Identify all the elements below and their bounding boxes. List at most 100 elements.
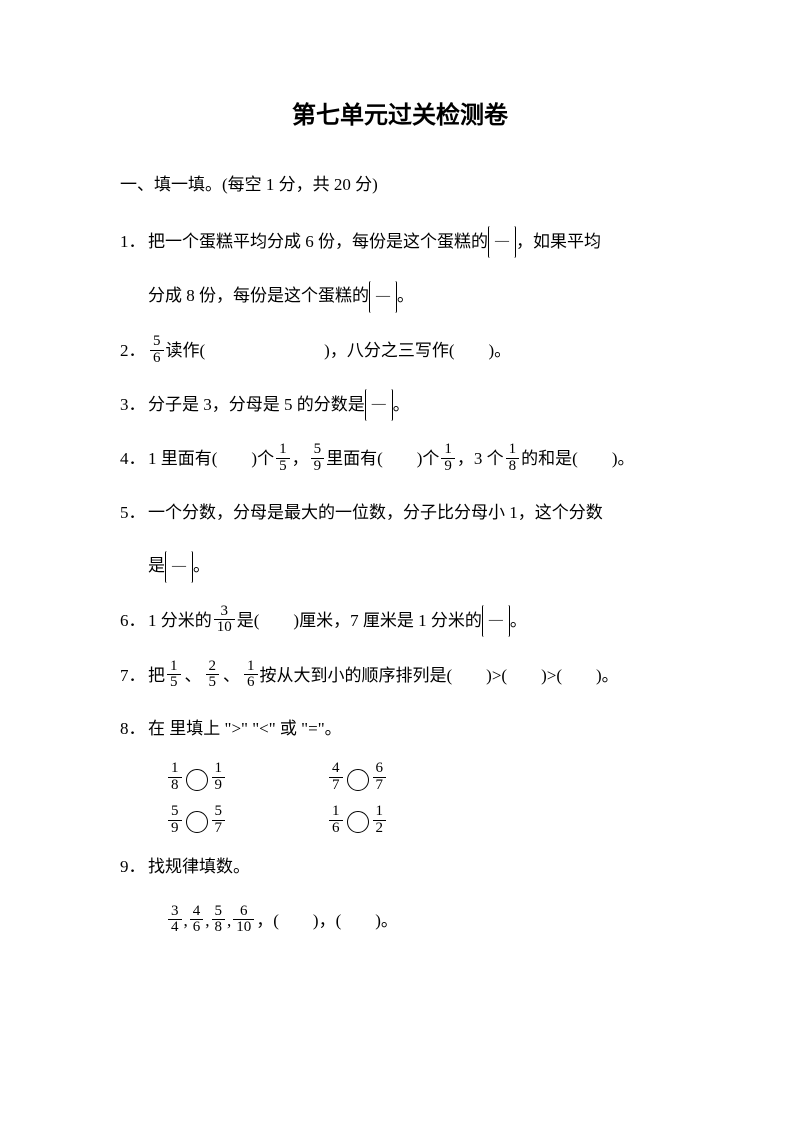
comparison-row-2: 5957 1612 xyxy=(166,806,680,839)
question-number: 5． xyxy=(120,494,148,531)
fraction: 18 xyxy=(168,761,182,794)
question-body: 1 里面有( )个15，59里面有( )个19，3 个18的和是( )。 xyxy=(148,440,680,477)
fraction: 67 xyxy=(373,761,387,794)
fraction: 56 xyxy=(150,334,164,367)
question-number: 7． xyxy=(120,657,148,694)
numerator: 1 xyxy=(506,442,520,459)
question-number: 1． xyxy=(120,223,148,262)
question-body: 把15、25、16按从大到小的顺序排列是( )>( )>( )。 xyxy=(148,657,680,694)
question-7: 7． 把15、25、16按从大到小的顺序排列是( )>( )>( )。 xyxy=(120,657,680,694)
denominator: 10 xyxy=(214,620,235,636)
fraction: 58 xyxy=(212,904,226,937)
fraction: 610 xyxy=(233,904,254,937)
numerator: 6 xyxy=(373,761,387,778)
question-number: 8． xyxy=(120,710,148,747)
fraction: 16 xyxy=(329,804,343,837)
question-9: 9． 找规律填数。 xyxy=(120,848,680,885)
circle-blank xyxy=(186,769,208,791)
fraction-blank xyxy=(365,385,393,422)
text: 1 分米的 xyxy=(148,611,212,630)
denominator: 6 xyxy=(190,920,204,936)
fraction: 25 xyxy=(206,659,220,692)
text: 分成 8 份，每份是这个蛋糕的 xyxy=(148,286,369,305)
text: 的和是( )。 xyxy=(521,449,634,468)
numerator: 1 xyxy=(276,442,290,459)
numerator: 1 xyxy=(244,659,258,676)
numerator: 3 xyxy=(168,904,182,921)
numerator: 4 xyxy=(190,904,204,921)
question-body: 在 里填上 ">" "<" 或 "="。 xyxy=(148,710,680,747)
fraction: 59 xyxy=(311,442,325,475)
fraction: 19 xyxy=(441,442,455,475)
denominator: 5 xyxy=(206,675,220,691)
fraction: 46 xyxy=(190,904,204,937)
question-body: 56读作( )，八分之三写作( )。 xyxy=(148,332,680,369)
question-number: 4． xyxy=(120,440,148,477)
text: 。 xyxy=(393,395,410,414)
section-1-heading: 一、填一填。(每空 1 分，共 20 分) xyxy=(120,170,680,201)
question-5: 5． 一个分数，分母是最大的一位数，分子比分母小 1，这个分数 xyxy=(120,494,680,531)
denominator: 7 xyxy=(212,821,226,837)
text: ， xyxy=(292,449,309,468)
text: 读作( )，八分之三写作( )。 xyxy=(166,341,512,360)
fraction: 59 xyxy=(168,804,182,837)
numerator: 5 xyxy=(212,904,226,921)
text: 分子是 3，分母是 5 的分数是 xyxy=(148,395,365,414)
question-number: 6． xyxy=(120,602,148,641)
question-1: 1． 把一个蛋糕平均分成 6 份，每份是这个蛋糕的 ，如果平均 xyxy=(120,223,680,262)
numerator: 5 xyxy=(168,804,182,821)
fraction-blank xyxy=(488,222,516,259)
numerator: 1 xyxy=(168,761,182,778)
question-body: 1 分米的310是( )厘米，7 厘米是 1 分米的。 xyxy=(148,602,680,641)
fraction: 16 xyxy=(244,659,258,692)
fraction: 57 xyxy=(212,804,226,837)
question-5-line2: 是。 xyxy=(148,547,680,586)
text: ，( )，( )。 xyxy=(256,911,398,930)
fraction: 34 xyxy=(168,904,182,937)
numerator: 4 xyxy=(329,761,343,778)
question-body: 一个分数，分母是最大的一位数，分子比分母小 1，这个分数 xyxy=(148,494,680,531)
question-9-sequence: 34,46,58,610，( )，( )。 xyxy=(166,902,680,939)
circle-blank xyxy=(186,811,208,833)
denominator: 7 xyxy=(373,778,387,794)
question-6: 6． 1 分米的310是( )厘米，7 厘米是 1 分米的。 xyxy=(120,602,680,641)
numerator: 6 xyxy=(233,904,254,921)
fraction-blank xyxy=(369,277,397,314)
denominator: 8 xyxy=(506,459,520,475)
denominator: 2 xyxy=(373,821,387,837)
comparison-item: 4767 xyxy=(327,763,388,796)
text: 里面有( )个 xyxy=(326,449,439,468)
denominator: 5 xyxy=(276,459,290,475)
denominator: 6 xyxy=(244,675,258,691)
denominator: 9 xyxy=(212,778,226,794)
fraction-blank xyxy=(165,547,193,584)
numerator: 5 xyxy=(150,334,164,351)
denominator: 7 xyxy=(329,778,343,794)
denominator: 10 xyxy=(233,920,254,936)
text: 一个分数，分母是最大的一位数，分子比分母小 1，这个分数 xyxy=(148,503,603,522)
text: ，如果平均 xyxy=(516,232,601,251)
question-3: 3． 分子是 3，分母是 5 的分数是 。 xyxy=(120,386,680,425)
question-number: 9． xyxy=(120,848,148,885)
comparison-item: 1612 xyxy=(327,806,388,839)
denominator: 6 xyxy=(150,351,164,367)
text: 是( )厘米，7 厘米是 1 分米的 xyxy=(237,611,482,630)
numerator: 1 xyxy=(441,442,455,459)
question-number: 3． xyxy=(120,386,148,425)
text: 。 xyxy=(397,286,414,305)
circle-blank xyxy=(347,769,369,791)
denominator: 4 xyxy=(168,920,182,936)
text: 把 xyxy=(148,666,165,685)
question-2: 2． 56读作( )，八分之三写作( )。 xyxy=(120,332,680,369)
page-title: 第七单元过关检测卷 xyxy=(120,95,680,130)
text: 是 xyxy=(148,556,165,575)
question-1-line2: 分成 8 份，每份是这个蛋糕的 。 xyxy=(148,277,680,316)
text: 把一个蛋糕平均分成 6 份，每份是这个蛋糕的 xyxy=(148,232,488,251)
question-8: 8． 在 里填上 ">" "<" 或 "="。 xyxy=(120,710,680,747)
circle-blank xyxy=(347,811,369,833)
comparison-item: 5957 xyxy=(166,806,227,839)
separator: 、 xyxy=(185,666,202,685)
text: 。 xyxy=(510,611,527,630)
question-body: 把一个蛋糕平均分成 6 份，每份是这个蛋糕的 ，如果平均 xyxy=(148,223,680,262)
denominator: 6 xyxy=(329,821,343,837)
